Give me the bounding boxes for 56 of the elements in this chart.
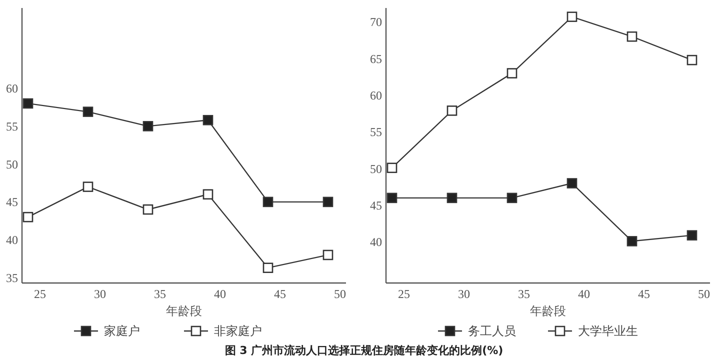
point	[566, 12, 578, 22]
caption: 图 3 广州市流动人口选择正规住房随年龄变化的比例(%)	[224, 344, 504, 357]
y-tick-label: 40	[370, 235, 382, 250]
point	[386, 192, 398, 204]
point	[322, 196, 334, 208]
point	[142, 204, 154, 215]
point	[82, 182, 94, 192]
point	[626, 31, 638, 42]
point	[386, 162, 398, 174]
x-axis-title: 年龄段	[530, 304, 566, 318]
y-tick-label: 50	[6, 157, 18, 172]
point	[686, 230, 698, 240]
x-tick-label: 35	[518, 287, 530, 301]
point	[566, 178, 578, 188]
y-tick-label: 60	[370, 88, 382, 102]
y-tick-label: 55	[370, 125, 382, 140]
point	[446, 192, 458, 204]
legend-label: 家庭户	[104, 324, 140, 338]
point	[322, 250, 334, 260]
point	[22, 212, 34, 222]
point	[202, 189, 214, 200]
point	[686, 54, 698, 66]
point	[506, 192, 518, 204]
y-tick-label: 45	[370, 198, 382, 212]
legend-label: 大学毕业生	[578, 324, 638, 338]
x-tick-label: 45	[274, 287, 286, 301]
point	[82, 106, 94, 117]
x-tick-label: 50	[334, 287, 346, 301]
y-tick-label: 50	[370, 162, 382, 176]
point	[262, 262, 274, 273]
y-tick-label: 70	[370, 15, 382, 30]
x-tick-label: 25	[398, 287, 410, 301]
x-tick-label: 30	[458, 287, 470, 301]
point	[262, 196, 274, 208]
legend-label: 非家庭户	[214, 324, 262, 338]
x-tick-label: 35	[154, 287, 166, 301]
y-tick-label: 65	[370, 52, 382, 66]
point	[446, 106, 458, 116]
point	[142, 121, 154, 132]
x-tick-label: 30	[94, 287, 106, 301]
x-tick-label: 50	[698, 287, 710, 301]
x-tick-label: 45	[638, 287, 650, 301]
legend-label: 务工人员	[468, 324, 516, 338]
x-axis-title: 年龄段	[166, 304, 202, 318]
y-tick-label: 60	[6, 82, 18, 96]
x-tick-label: 25	[34, 287, 46, 301]
x-tick-label: 40	[214, 287, 226, 301]
point	[22, 98, 34, 109]
y-tick-label: 55	[6, 119, 18, 134]
x-tick-label: 40	[578, 287, 590, 301]
y-tick-label: 35	[6, 270, 18, 285]
point	[202, 114, 214, 126]
point	[506, 68, 518, 78]
y-tick-label: 45	[6, 195, 18, 210]
point	[626, 236, 638, 246]
y-tick-label: 40	[6, 233, 18, 248]
